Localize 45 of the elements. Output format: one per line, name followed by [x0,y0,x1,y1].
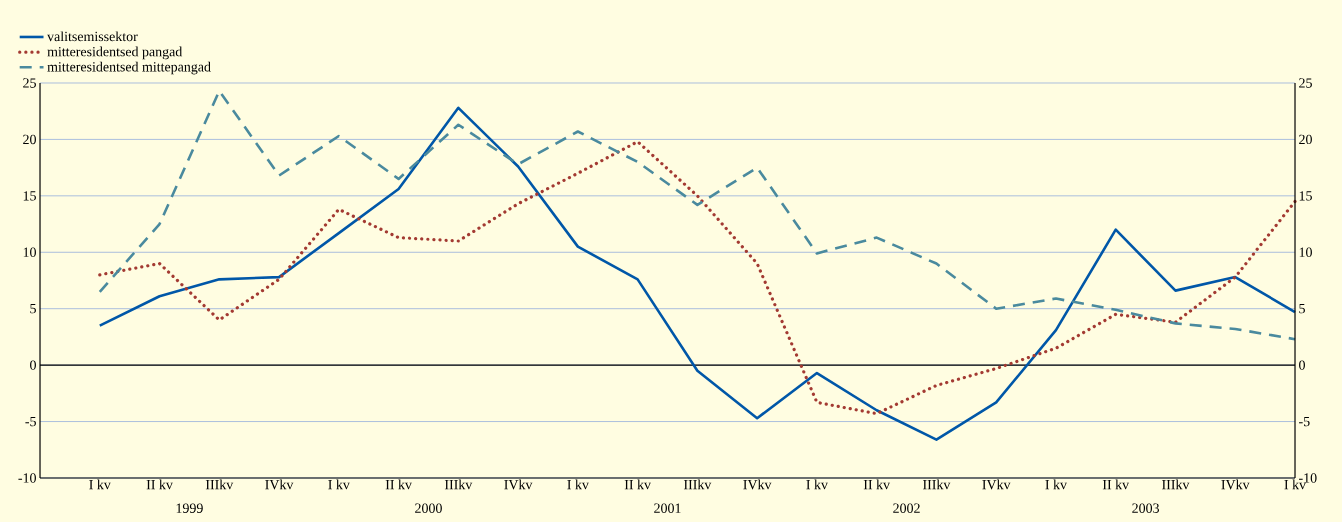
x-tick-label: I kv [806,479,828,490]
text: 2000 [415,503,442,513]
x-tick-label: IIIkv [205,479,234,490]
x-tick-label: II kv [624,479,651,490]
x-tick-label: I kv [328,479,350,490]
x-tick-label: II kv [146,479,173,490]
x-tick-label: IIIkv [923,479,951,490]
y2-tick-label: 15 [1299,191,1312,201]
x-tick-label: I kv [1045,479,1067,490]
text: 2001 [654,503,681,513]
y-tick-label: 20 [23,134,36,145]
y-tick-label: 25 [23,78,36,88]
y-tick-label: 10 [23,247,36,257]
x-tick-label: IIIkv [444,479,473,490]
x-tick-label: IIIkv [683,479,712,490]
x-tick-label: II kv [863,479,891,490]
x-tick-label: IVkv [504,479,533,490]
y2-tick-label: 20 [1299,134,1312,145]
text: 1999 [176,503,203,513]
line-series [98,106,1297,441]
text: 2003 [1132,503,1160,513]
x-tick-label: IVkv [265,479,294,490]
y-tick-label: -10 [18,473,36,483]
y-tick-label: -5 [25,416,36,427]
y2-tick-label: 5 [1299,304,1305,314]
y2-tick-label: 25 [1299,78,1312,88]
x-tick-label: II kv [385,479,412,490]
x-tick-label: IVkv [1221,479,1250,490]
legend-label: mitteresidentsed mittepangad [47,61,211,75]
x-tick-label: I kv [567,479,589,490]
x-tick-label: IVkv [743,479,772,490]
y2-tick-label: 10 [1299,247,1312,257]
y-tick-label: 15 [23,191,36,201]
x-tick-label: I kv [89,479,111,490]
y2-tick-label: -5 [1299,416,1310,427]
y-tick-label: 0 [30,360,36,370]
line-series [98,140,1297,416]
legend-label: valitsemissektor [47,31,138,42]
x-tick-label: IVkv [982,479,1011,490]
x-tick-label: IIIkv [1162,479,1190,490]
y-tick-label: 5 [30,304,36,314]
legend-label: mitteresidentsed pangad [47,46,183,60]
x-tick-label: II kv [1102,479,1130,490]
y2-tick-label: 0 [1299,360,1305,370]
text: 2002 [893,503,920,513]
